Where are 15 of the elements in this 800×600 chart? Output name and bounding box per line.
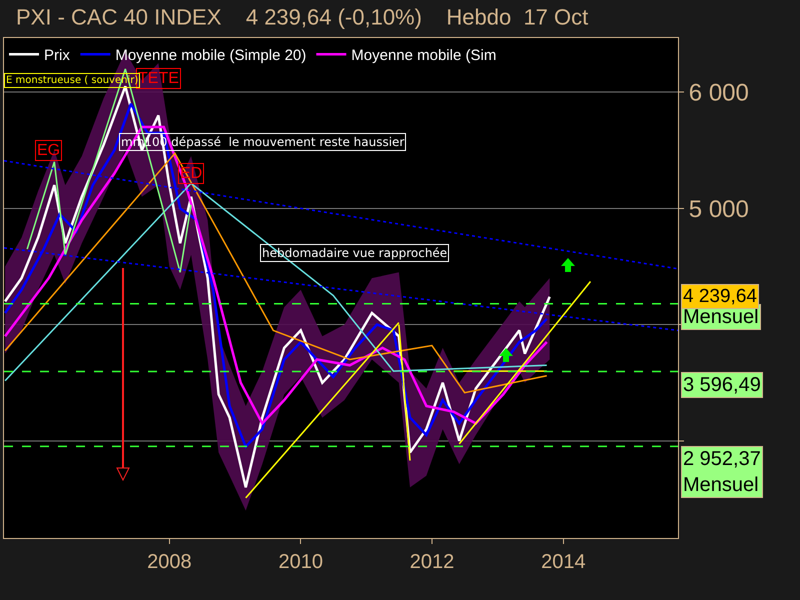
- ref-line-label: Mensuel: [683, 306, 759, 328]
- x-tick-label: 2014: [541, 551, 586, 573]
- legend-label: Moyenne mobile (Simple 20): [115, 47, 306, 64]
- x-tick-label: 2010: [278, 551, 323, 573]
- text: 4 239,64: [683, 286, 758, 307]
- chart-title: PXI - CAC 40 INDEX 4 239,64 (-0,10%) Hebdo 17 Oct: [16, 4, 588, 30]
- legend-label: Prix: [44, 47, 70, 64]
- x-tick-label: 2012: [410, 551, 454, 573]
- ref-line-label: 2 952,37 Mensuel: [683, 448, 761, 496]
- y-tick-label: 6 000: [688, 80, 749, 107]
- legend-label: Moyenne mobile (Sim: [351, 47, 496, 64]
- ref-line-label: 3 596,49: [683, 374, 761, 396]
- annotation: EG: [37, 142, 60, 159]
- y-tick-label: 5 000: [688, 196, 749, 223]
- x-tick-label: 2008: [147, 551, 192, 573]
